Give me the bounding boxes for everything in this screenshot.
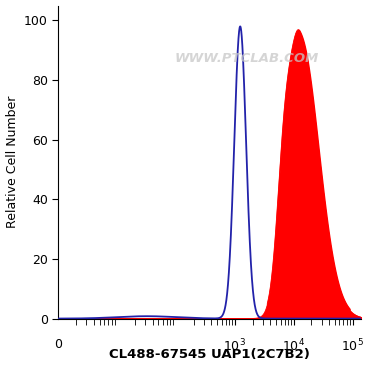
Text: WWW.PTCLAB.COM: WWW.PTCLAB.COM xyxy=(174,52,318,65)
Text: $10^4$: $10^4$ xyxy=(282,338,305,355)
Text: $10^3$: $10^3$ xyxy=(223,338,246,355)
X-axis label: CL488-67545 UAP1(2C7B2): CL488-67545 UAP1(2C7B2) xyxy=(110,348,310,361)
Text: $10^5$: $10^5$ xyxy=(341,338,364,355)
Y-axis label: Relative Cell Number: Relative Cell Number xyxy=(6,96,18,228)
Text: 0: 0 xyxy=(54,338,63,351)
